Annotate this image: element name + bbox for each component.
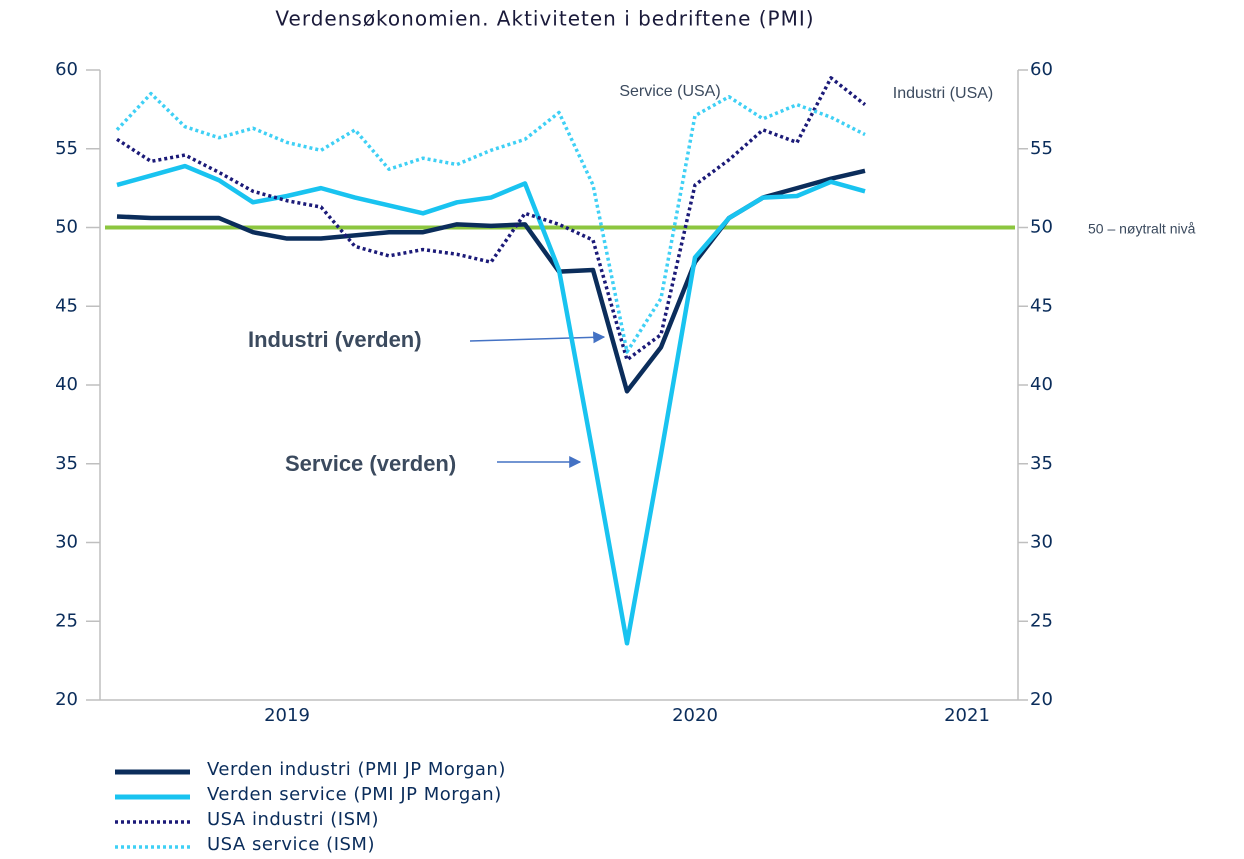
y2-tick-label: 55 <box>1030 138 1053 159</box>
x-tick-label: 2020 <box>672 705 718 726</box>
y2-tick-label: 40 <box>1030 374 1053 395</box>
annotation: Service (USA) <box>619 83 720 100</box>
y2-tick-label: 25 <box>1030 610 1053 631</box>
y2-tick-label: 35 <box>1030 453 1053 474</box>
y2-tick-label: 20 <box>1030 689 1053 710</box>
y-tick-label: 55 <box>55 138 78 159</box>
y-tick-label: 60 <box>55 59 78 80</box>
legend-label: USA industri (ISM) <box>207 809 379 830</box>
legend-label: Verden industri (PMI JP Morgan) <box>207 759 506 780</box>
series-line <box>116 163 866 646</box>
y-tick-label: 30 <box>55 532 78 553</box>
y2-tick-label: 60 <box>1030 59 1053 80</box>
x-tick-label: 2019 <box>264 705 310 726</box>
y2-tick-label: 30 <box>1030 532 1053 553</box>
y-tick-label: 20 <box>55 689 78 710</box>
y-tick-label: 50 <box>55 217 78 238</box>
legend-label: USA service (ISM) <box>207 834 375 855</box>
series-line <box>116 76 867 362</box>
y-tick-label: 40 <box>55 374 78 395</box>
y-tick-label: 35 <box>55 453 78 474</box>
chart-title: Verdensøkonomien. Aktiviteten i bedrifte… <box>275 7 814 31</box>
arrow <box>469 331 606 344</box>
y-tick-label: 45 <box>55 295 78 316</box>
legend-label: Verden service (PMI JP Morgan) <box>207 784 502 805</box>
x-tick-label: 2021 <box>944 705 990 726</box>
series-line <box>115 91 866 354</box>
y2-tick-label: 45 <box>1030 295 1053 316</box>
y2-tick-label: 50 <box>1030 217 1053 238</box>
y-tick-label: 25 <box>55 610 78 631</box>
annotation: Service (verden) <box>285 451 456 476</box>
reference-label: 50 – nøytralt nivå <box>1088 221 1196 237</box>
annotation: Industri (verden) <box>248 327 422 352</box>
annotation: Industri (USA) <box>893 85 993 102</box>
